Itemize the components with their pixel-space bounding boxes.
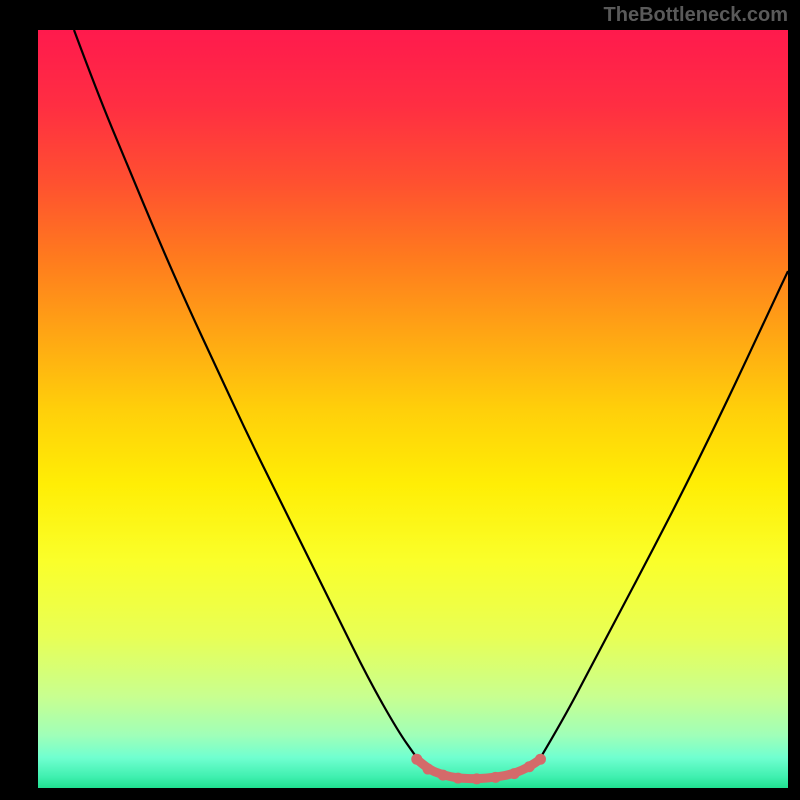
flat-marker bbox=[453, 773, 464, 784]
flat-marker bbox=[471, 773, 482, 784]
flat-marker bbox=[423, 764, 434, 775]
curve-svg bbox=[38, 30, 788, 788]
flat-marker bbox=[535, 754, 546, 765]
flat-marker bbox=[509, 768, 520, 779]
left-branch-curve bbox=[74, 30, 417, 758]
flat-marker bbox=[490, 772, 501, 783]
chart-container: TheBottleneck.com bbox=[0, 0, 800, 800]
flat-marker bbox=[411, 754, 422, 765]
watermark-text: TheBottleneck.com bbox=[604, 4, 788, 27]
flat-marker bbox=[524, 761, 535, 772]
flat-marker bbox=[438, 770, 449, 781]
plot-area bbox=[38, 30, 788, 788]
right-branch-curve bbox=[541, 271, 789, 758]
flat-bottom-markers bbox=[411, 754, 546, 785]
